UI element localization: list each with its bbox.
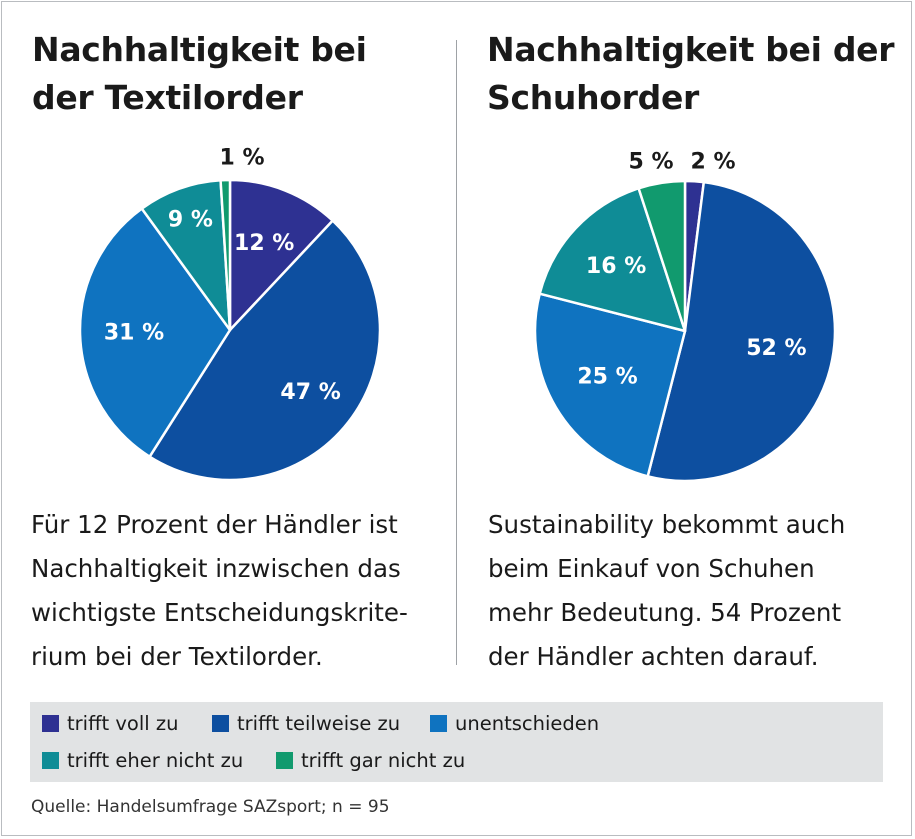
caption-line: beim Einkauf von Schuhen — [488, 554, 815, 583]
pie-slice — [533, 292, 687, 478]
caption-line: mehr Bedeutung. 54 Prozent — [488, 598, 842, 627]
chart-title-line: Nachhaltigkeit bei — [32, 30, 367, 69]
pie-slice — [148, 219, 382, 482]
caption-line: Für 12 Prozent der Händler ist — [31, 510, 398, 539]
chart-title-line: der Textilorder — [32, 78, 303, 117]
pie-data-label: 31 % — [104, 321, 164, 346]
pie-data-label: 9 % — [168, 207, 213, 232]
pie-data-label: 12 % — [234, 231, 294, 256]
legend-swatch — [430, 715, 447, 732]
pie-slice — [538, 187, 687, 333]
legend-swatch — [276, 752, 293, 769]
pie-charts: 12 % 47 % 31 % 9 % 1 % 2 % 52 % 25 % 16 % 5 % — [78, 146, 837, 483]
pie-data-label: 1 % — [219, 146, 264, 171]
legend-item-eher-nicht: trifft eher nicht zu — [42, 749, 243, 772]
chart-title-line: Schuhorder — [487, 78, 700, 117]
legend-label: trifft teilweise zu — [237, 712, 401, 735]
pie-data-label: 5 % — [628, 150, 673, 175]
caption-textile: Für 12 Prozent der Händler ist Nachhalti… — [31, 503, 408, 679]
column-divider — [456, 40, 457, 665]
legend-item-teilweise: trifft teilweise zu — [212, 712, 400, 735]
caption-line: rium bei der Textilorder. — [31, 642, 323, 671]
pie-data-label: 52 % — [746, 336, 806, 361]
pie-slice — [646, 180, 837, 483]
pie-data-label: 16 % — [586, 254, 646, 279]
chart-title-line: Nachhaltigkeit bei der — [487, 30, 895, 69]
legend-item-gar-nicht: trifft gar nicht zu — [276, 749, 465, 772]
caption-line: wichtigste Entscheidungskrite- — [31, 598, 408, 627]
legend-swatch — [42, 752, 59, 769]
pie-data-label: 2 % — [690, 150, 735, 175]
source-note: Quelle: Handelsumfrage SAZsport; n = 95 — [31, 797, 390, 817]
pie-data-label: 25 % — [577, 364, 637, 389]
pie-slice — [78, 207, 232, 458]
pie-data-label: 47 % — [280, 380, 340, 405]
legend-label: trifft voll zu — [67, 712, 179, 735]
legend-swatch — [42, 715, 59, 732]
legend-label: unentschieden — [455, 712, 600, 735]
pie-slice — [140, 179, 232, 332]
pie-slice — [228, 178, 334, 332]
caption-line: der Händler achten darauf. — [488, 642, 819, 671]
legend-label: trifft gar nicht zu — [301, 749, 466, 772]
pie-slice — [637, 179, 687, 333]
legend: trifft voll zu trifft teilweise zu unent… — [30, 702, 883, 782]
chart-title-textile: Nachhaltigkeit bei der Textilorder — [32, 26, 367, 122]
legend-item-unentschieden: unentschieden — [430, 712, 599, 735]
caption-line: Sustainability bekommt auch — [488, 510, 846, 539]
chart-title-shoes: Nachhaltigkeit bei der Schuhorder — [487, 26, 895, 122]
legend-label: trifft eher nicht zu — [67, 749, 244, 772]
legend-swatch — [212, 715, 229, 732]
caption-line: Nachhaltigkeit inzwischen das — [31, 554, 401, 583]
caption-shoes: Sustainability bekommt auch beim Einkauf… — [488, 503, 845, 679]
pie-slice — [219, 178, 232, 332]
legend-item-voll: trifft voll zu — [42, 712, 178, 735]
